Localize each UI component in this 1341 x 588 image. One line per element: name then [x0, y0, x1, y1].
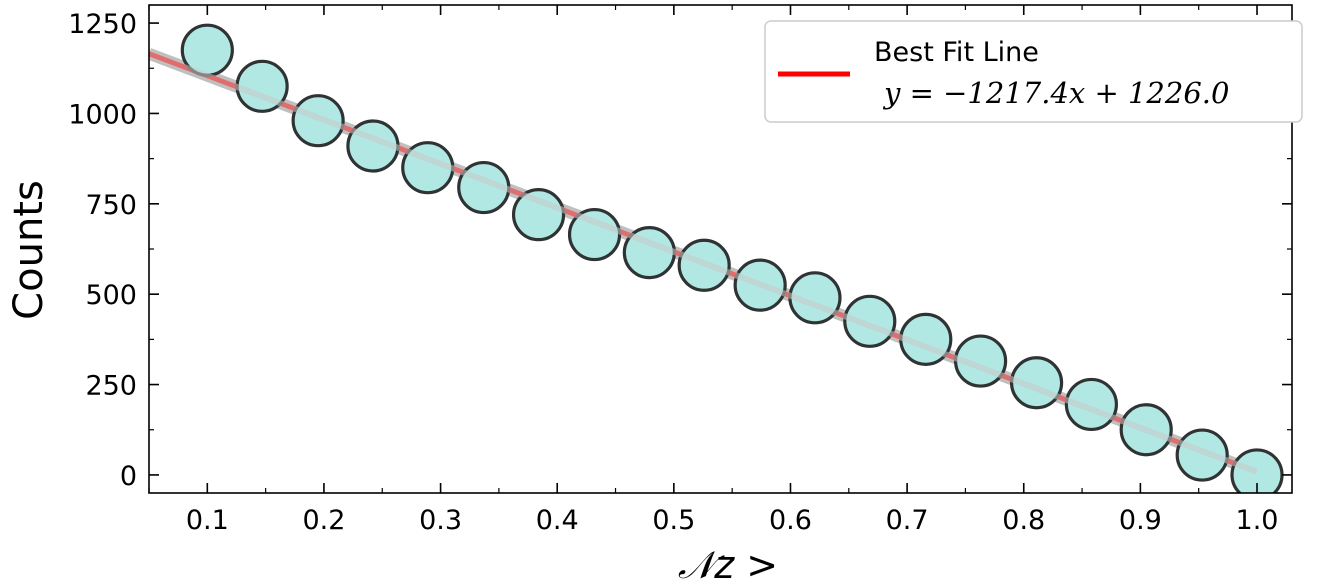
x-tick-label: 0.7 [886, 505, 929, 536]
y-tick-label: 750 [85, 190, 137, 221]
y-tick-label: 0 [120, 461, 137, 492]
y-axis-label: Counts [6, 180, 52, 320]
x-axis-label: 𝒩z > [678, 543, 778, 587]
data-point [1175, 428, 1229, 482]
x-tick-label: 1.0 [1236, 505, 1279, 536]
x-tick-label: 0.3 [419, 505, 462, 536]
legend: Best Fit Line y = −1217.4x + 1226.0 [764, 20, 1303, 123]
y-tick-label: 500 [85, 280, 137, 311]
data-point [511, 188, 566, 242]
y-tick-label: 1000 [68, 99, 137, 130]
data-point [843, 294, 897, 348]
x-tick-label: 0.9 [1119, 505, 1162, 536]
legend-label: Best Fit Line [874, 37, 1039, 68]
x-tick-label: 0.1 [186, 505, 229, 536]
legend-box [764, 20, 1303, 123]
fit-line-overlay [149, 50, 1259, 475]
y-tick-label: 250 [85, 371, 137, 402]
y-tick-label: 1250 [68, 9, 137, 40]
x-tick-label: 0.2 [302, 505, 345, 536]
axis-ticks: 0.1 0.2 0.3 0.4 0.5 0.6 0.7 0.8 0.9 1.0 0 250 500 750… [68, 5, 1292, 536]
x-tick-label: 0.5 [652, 505, 695, 536]
data-point [567, 207, 622, 262]
x-tick-label: 0.4 [536, 505, 579, 536]
x-tick-label: 0.8 [1002, 505, 1045, 536]
legend-equation: y = −1217.4x + 1226.0 [882, 76, 1229, 110]
x-tick-label: 0.6 [769, 505, 812, 536]
